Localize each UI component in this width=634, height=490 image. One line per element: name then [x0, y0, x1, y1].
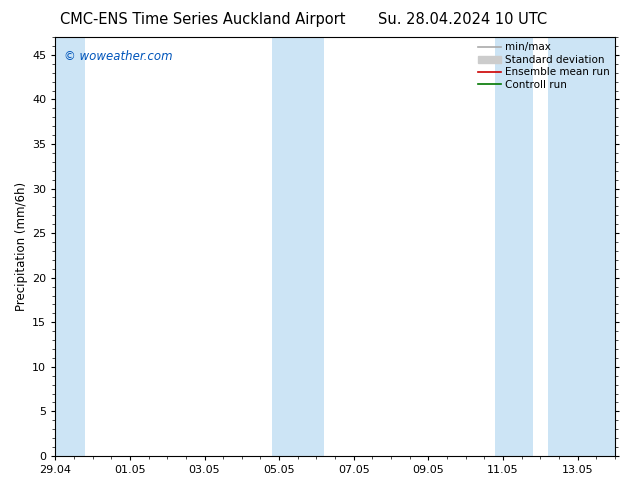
Text: © woweather.com: © woweather.com — [63, 49, 172, 63]
Text: CMC-ENS Time Series Auckland Airport: CMC-ENS Time Series Auckland Airport — [60, 12, 346, 27]
Bar — [495, 37, 533, 456]
Bar — [548, 37, 615, 456]
Bar — [55, 37, 85, 456]
Text: Su. 28.04.2024 10 UTC: Su. 28.04.2024 10 UTC — [378, 12, 547, 27]
Legend: min/max, Standard deviation, Ensemble mean run, Controll run: min/max, Standard deviation, Ensemble me… — [475, 39, 612, 93]
Y-axis label: Precipitation (mm/6h): Precipitation (mm/6h) — [15, 182, 28, 311]
Bar — [271, 37, 324, 456]
